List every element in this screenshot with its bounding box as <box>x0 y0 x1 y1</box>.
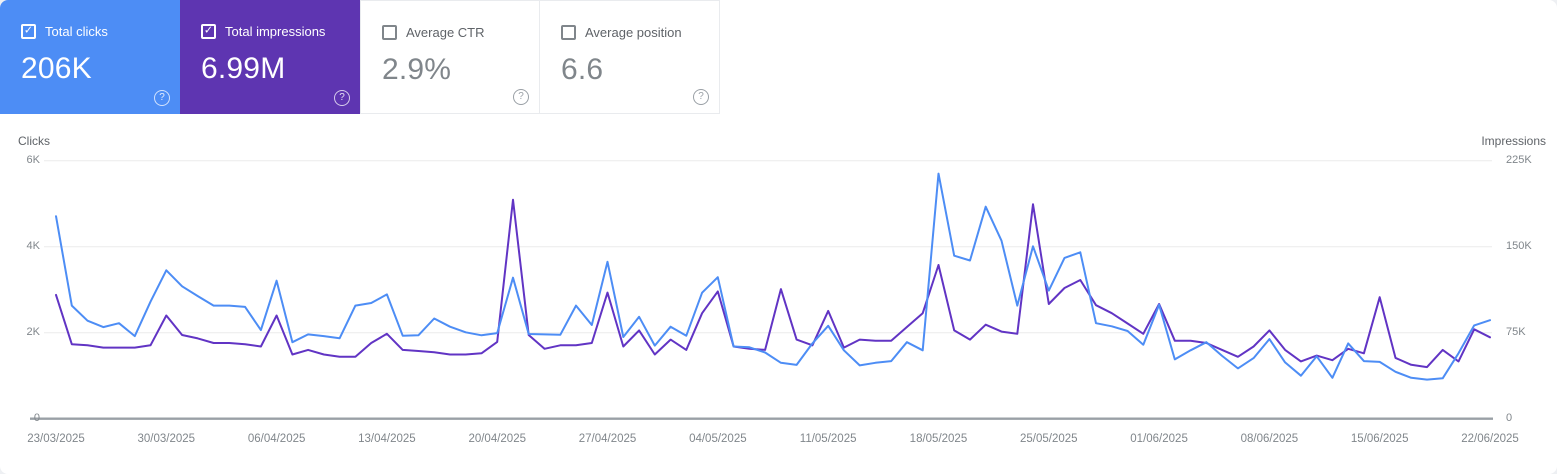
checkbox-icon[interactable]: ✓ <box>561 25 576 40</box>
x-axis-date-label: 04/05/2025 <box>689 433 747 445</box>
help-icon[interactable]: ? <box>154 90 170 106</box>
checkbox-icon[interactable]: ✓ <box>21 24 36 39</box>
clicks-line <box>55 172 1491 381</box>
y-axis-tick-label: 2K <box>26 326 40 339</box>
y-axis-tick-label: 6K <box>26 154 40 167</box>
impressions-line <box>55 198 1491 369</box>
card-header: ✓ Total impressions <box>180 0 360 39</box>
card-value: 2.9% <box>382 53 452 86</box>
card-header: ✓ Average CTR <box>361 1 539 40</box>
y-axis-tick-label: 75K <box>1506 326 1526 339</box>
card-header: ✓ Average position <box>540 1 719 40</box>
x-axis-date-label: 30/03/2025 <box>137 433 196 445</box>
card-value: 206K <box>21 52 92 85</box>
chart-canvas <box>30 160 1493 420</box>
x-axis-date-label: 06/04/2025 <box>247 433 306 445</box>
clicks-axis-title: Clicks <box>18 134 50 148</box>
card-label: Total clicks <box>45 24 108 39</box>
metric-card-total-impressions[interactable]: ✓ Total impressions 6.99M ? <box>180 0 360 114</box>
x-axis-date-label: 20/04/2025 <box>468 433 526 445</box>
impressions-axis-title: Impressions <box>1481 134 1546 148</box>
metric-card-average-ctr[interactable]: ✓ Average CTR 2.9% ? <box>360 0 540 114</box>
performance-chart[interactable]: Clicks Impressions 6K 4K 2K 0 225K 150K 75K 0 … <box>0 130 1557 474</box>
y-axis-tick-label: 0 <box>33 412 40 425</box>
card-value: 6.6 <box>561 53 604 86</box>
x-axis-date-label: 08/06/2025 <box>1240 433 1299 445</box>
y-axis-tick-label: 150K <box>1506 240 1532 253</box>
checkbox-icon[interactable]: ✓ <box>382 25 397 40</box>
help-icon[interactable]: ? <box>334 90 350 106</box>
help-icon[interactable]: ? <box>693 89 709 105</box>
x-axis-date-label: 01/06/2025 <box>1130 433 1188 445</box>
x-axis-date-label: 27/04/2025 <box>578 433 637 445</box>
metric-cards-row: ✓ Total clicks 206K ? ✓ Total impression… <box>0 0 720 114</box>
card-label: Average position <box>585 25 682 40</box>
card-value: 6.99M <box>201 52 286 85</box>
x-axis-date-label: 25/05/2025 <box>1019 433 1078 445</box>
y-axis-tick-label: 0 <box>1506 412 1513 425</box>
checkbox-icon[interactable]: ✓ <box>201 24 216 39</box>
card-label: Total impressions <box>225 24 326 39</box>
metric-card-total-clicks[interactable]: ✓ Total clicks 206K ? <box>0 0 180 114</box>
x-axis-date-label: 13/04/2025 <box>358 433 416 445</box>
y-axis-tick-label: 4K <box>26 240 40 253</box>
card-header: ✓ Total clicks <box>0 0 180 39</box>
y-axis-tick-label: 225K <box>1506 154 1532 167</box>
checkbox-check: ✓ <box>23 24 34 37</box>
metric-card-average-position[interactable]: ✓ Average position 6.6 ? <box>540 0 720 114</box>
x-axis-date-label: 11/05/2025 <box>799 433 857 445</box>
x-axis-date-label: 23/03/2025 <box>27 433 85 445</box>
x-axis-date-label: 18/05/2025 <box>909 433 968 445</box>
x-axis-date-label: 22/06/2025 <box>1461 433 1519 445</box>
x-axis-date-label: 15/06/2025 <box>1350 433 1409 445</box>
checkbox-check: ✓ <box>203 24 214 37</box>
help-icon[interactable]: ? <box>513 89 529 105</box>
card-label: Average CTR <box>406 25 485 40</box>
